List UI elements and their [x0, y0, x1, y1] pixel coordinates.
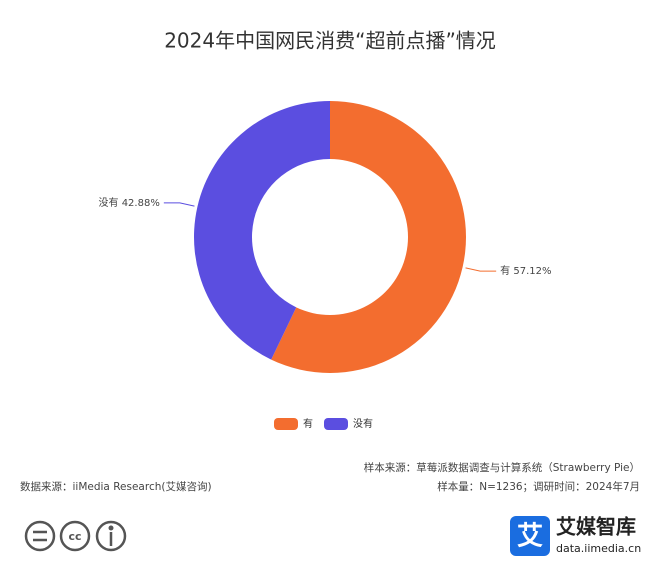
- data-source: 数据来源：iiMedia Research(艾媒咨询): [20, 480, 212, 493]
- legend-swatch: [274, 418, 298, 430]
- legend-label: 没有: [353, 417, 373, 430]
- data-label: 有 57.12%: [500, 264, 551, 277]
- sample-size: 样本量：N=1236；调研时间：2024年7月: [437, 480, 640, 493]
- donut-slice: [271, 101, 466, 373]
- brand-icon-bg: [510, 516, 550, 556]
- leader-line: [163, 202, 195, 207]
- data-label-category: 有: [500, 264, 510, 277]
- data-label-value: 57.12%: [513, 266, 551, 277]
- chart-title: 2024年中国网民消费“超前点播”情况: [164, 29, 496, 53]
- data-label-value: 42.88%: [122, 198, 160, 209]
- donut-slice: [193, 101, 330, 360]
- license-icons: [24, 520, 127, 552]
- data-label-category: 没有: [99, 196, 119, 209]
- legend-swatch: [324, 418, 348, 430]
- brand-icon: 艾: [517, 522, 543, 552]
- brand-name: 艾媒智库: [556, 515, 636, 539]
- data-label: 没有 42.88%: [99, 196, 160, 209]
- legend-label: 有: [303, 417, 313, 430]
- brand-url: data.iimedia.cn: [556, 542, 641, 555]
- sample-source: 样本来源：草莓派数据调查与计算系统（Strawberry Pie）: [364, 461, 640, 474]
- leader-line: [465, 267, 497, 272]
- cc-icon-text: cc: [68, 530, 81, 543]
